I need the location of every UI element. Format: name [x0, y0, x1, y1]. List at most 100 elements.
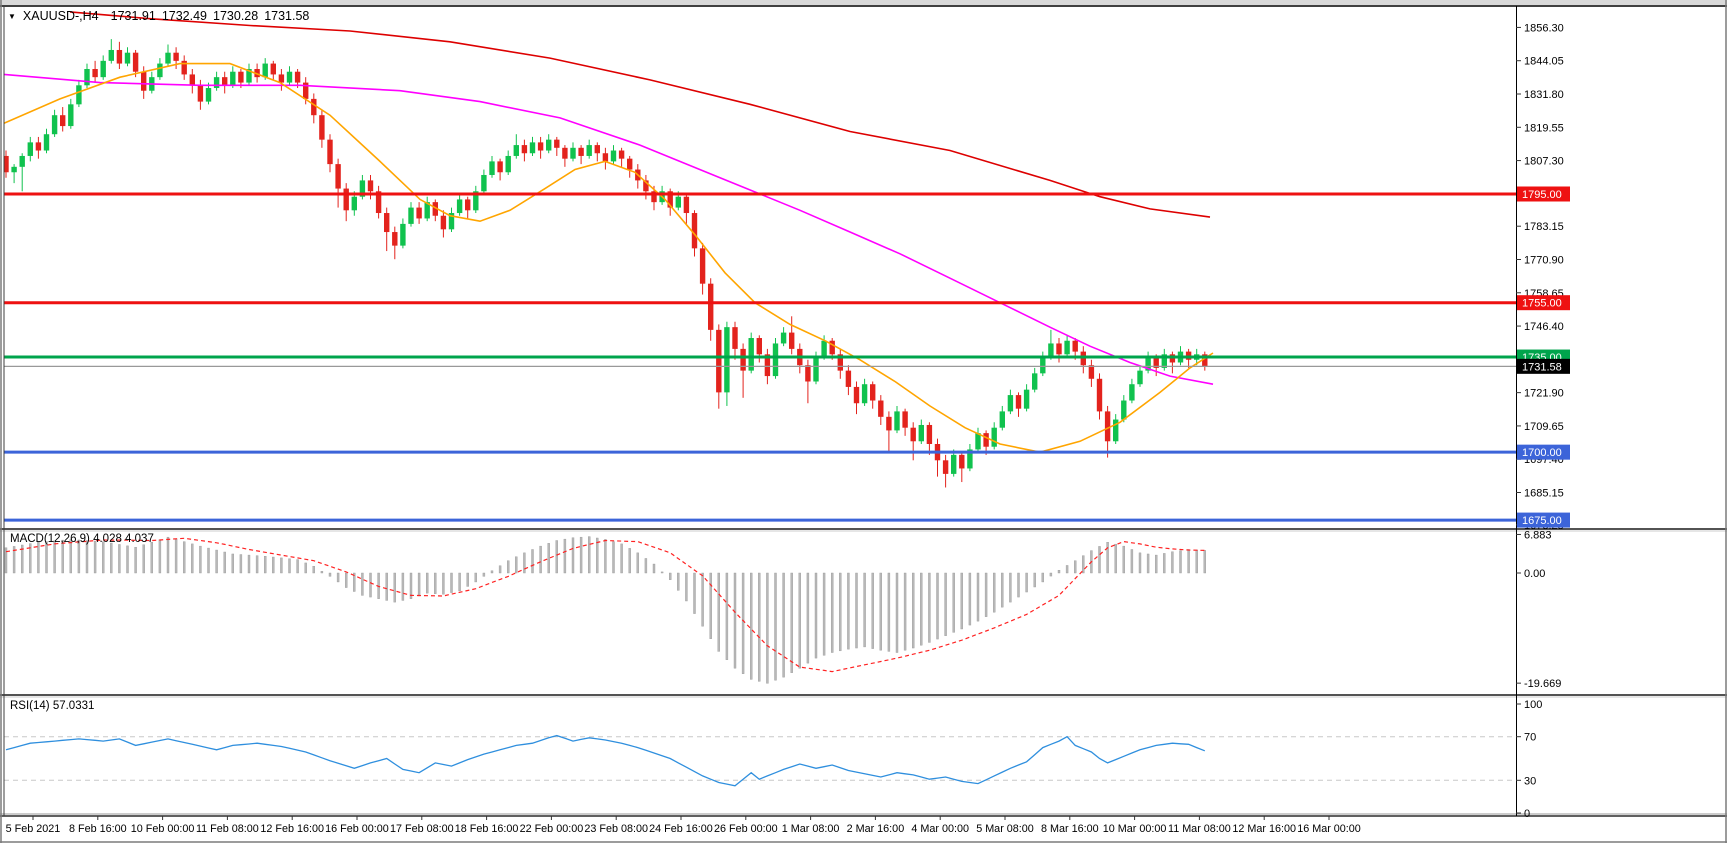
candle-body [35, 142, 42, 151]
time-axis-label: 18 Feb 16:00 [455, 823, 519, 835]
time-axis-label: 5 Mar 08:00 [976, 823, 1034, 835]
time-axis-label: 10 Mar 00:00 [1103, 823, 1167, 835]
candle-body [424, 202, 430, 219]
macd-histogram-bar [45, 541, 48, 574]
candle-body [448, 213, 455, 230]
macd-histogram-bar [118, 544, 121, 574]
macd-histogram-bar [976, 572, 980, 622]
candle-body [489, 161, 495, 175]
price-axis[interactable]: 1856.30 1844.05 1831.80 1819.55 1807.30 1783.… [1516, 22, 1570, 820]
macd-histogram-bar [401, 572, 405, 601]
level-price-badge-bg [1517, 444, 1570, 460]
macd-histogram-bar [1073, 560, 1077, 574]
time-axis-label: 24 Feb 16:00 [649, 823, 713, 835]
macd-histogram-bar [369, 572, 372, 598]
candle-body [51, 115, 58, 135]
price-panel[interactable] [3, 11, 1516, 522]
candle-body [278, 74, 285, 83]
macd-histogram-bar [652, 563, 656, 574]
symbol-dropdown-icon[interactable]: ▼ [8, 11, 16, 21]
macd-histogram-bar [239, 554, 243, 574]
macd-histogram-bar [53, 540, 56, 574]
candle-body [319, 115, 325, 140]
macd-histogram-bar [1187, 549, 1190, 574]
candle-body [440, 215, 447, 230]
candle-body [578, 147, 584, 156]
macd-histogram-bar [361, 572, 364, 596]
candle-body [359, 180, 366, 197]
macd-histogram-bar [831, 572, 834, 653]
macd-histogram-bar [1203, 550, 1207, 574]
macd-histogram-bar [1114, 543, 1117, 574]
macd-histogram-bar [895, 572, 899, 653]
macd-histogram-bar [1009, 572, 1012, 603]
rsi-panel[interactable] [4, 734, 1516, 787]
ma-fast-orange [4, 62, 1214, 454]
candle-body [4, 155, 9, 173]
macd-histogram-bar [741, 572, 745, 675]
candle-body [546, 139, 552, 151]
macd-histogram-bar [1049, 572, 1053, 577]
candle-body [627, 158, 633, 170]
macd-histogram-bar [126, 545, 129, 574]
macd-histogram-bar [207, 547, 210, 574]
macd-histogram-bar [1138, 552, 1142, 574]
macd-tick-label: -19.669 [1524, 678, 1561, 690]
time-axis[interactable]: 5 Feb 2021 8 Feb 16:00 10 Feb 00:00 11 Feb … [6, 816, 1361, 835]
macd-histogram-bar [182, 541, 186, 574]
candle-body [165, 52, 171, 64]
candle-body [716, 329, 722, 393]
level-price-badge-text: 1700.00 [1522, 447, 1562, 459]
candle-body [392, 232, 398, 246]
macd-histogram-bar [312, 566, 315, 574]
macd-histogram-bar [393, 572, 396, 603]
candle-body [529, 142, 536, 154]
macd-histogram-bar [515, 556, 518, 574]
macd-histogram-bar [223, 551, 226, 574]
ohlc-low-value: 1730.28 [213, 9, 259, 23]
rsi-line [5, 734, 1206, 787]
macd-histogram-bar [1098, 546, 1101, 574]
candle-body [108, 49, 114, 61]
candle-body [740, 348, 746, 371]
macd-histogram-bar [1171, 551, 1174, 574]
current-price-badge-text: 1731.58 [1522, 361, 1562, 373]
candle-body [1072, 340, 1078, 352]
macd-histogram-bar [434, 572, 437, 594]
macd-histogram-bar [29, 543, 32, 574]
candle-body [959, 454, 965, 469]
time-axis-label: 5 Feb 2021 [6, 823, 61, 835]
candle-body [141, 71, 147, 91]
candle-body [821, 340, 827, 358]
macd-histogram-bar [1001, 572, 1004, 608]
macd-histogram-bar [839, 572, 842, 652]
candle-body [780, 332, 787, 344]
candle-body [691, 213, 698, 249]
candle-body [1153, 357, 1159, 368]
macd-histogram-bar [1025, 572, 1028, 593]
candle-body [481, 174, 487, 192]
macd-histogram-bar [101, 541, 105, 574]
macd-histogram-bar [1065, 565, 1069, 574]
macd-histogram-bar [458, 572, 461, 592]
time-axis-label: 26 Feb 00:00 [714, 823, 778, 835]
candle-body [837, 354, 843, 371]
macd-histogram-bar [1017, 572, 1020, 598]
candle-body [294, 71, 301, 83]
macd-panel[interactable] [4, 536, 1207, 684]
macd-histogram-bar [733, 572, 737, 669]
macd-histogram-bar [903, 572, 907, 651]
candle-body [513, 145, 519, 156]
candle-body [1096, 378, 1103, 412]
macd-histogram-bar [750, 572, 753, 680]
time-axis-label: 17 Feb 08:00 [390, 823, 454, 835]
candle-body [926, 424, 933, 445]
price-tick-label: 1807.30 [1524, 156, 1564, 168]
macd-histogram-bar [701, 572, 704, 627]
price-tick-label: 1709.65 [1524, 421, 1564, 433]
ohlc-open-value: 1731.91 [110, 9, 156, 23]
window-top-strip [0, 0, 1727, 5]
candle-body [991, 427, 997, 447]
time-axis-label: 11 Mar 08:00 [1168, 823, 1231, 835]
